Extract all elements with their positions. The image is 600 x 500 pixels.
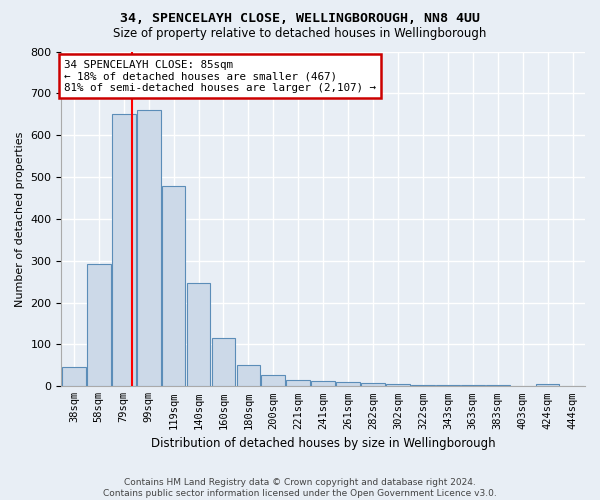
Bar <box>62 366 86 386</box>
Bar <box>236 364 260 386</box>
Bar <box>112 114 136 386</box>
Bar <box>536 384 559 386</box>
Bar <box>336 382 360 386</box>
Bar <box>212 338 235 386</box>
Bar <box>361 384 385 386</box>
Bar <box>187 282 211 387</box>
Bar <box>262 375 285 386</box>
Text: 34 SPENCELAYH CLOSE: 85sqm
← 18% of detached houses are smaller (467)
81% of sem: 34 SPENCELAYH CLOSE: 85sqm ← 18% of deta… <box>64 60 376 93</box>
Bar <box>411 384 435 386</box>
Y-axis label: Number of detached properties: Number of detached properties <box>15 131 25 306</box>
Bar <box>461 385 485 386</box>
Bar <box>436 385 460 386</box>
Text: Size of property relative to detached houses in Wellingborough: Size of property relative to detached ho… <box>113 28 487 40</box>
Bar <box>311 382 335 386</box>
Text: Contains HM Land Registry data © Crown copyright and database right 2024.
Contai: Contains HM Land Registry data © Crown c… <box>103 478 497 498</box>
Bar <box>137 110 161 386</box>
Text: 34, SPENCELAYH CLOSE, WELLINGBOROUGH, NN8 4UU: 34, SPENCELAYH CLOSE, WELLINGBOROUGH, NN… <box>120 12 480 26</box>
Bar <box>87 264 110 386</box>
Bar <box>386 384 410 386</box>
Bar <box>162 186 185 386</box>
X-axis label: Distribution of detached houses by size in Wellingborough: Distribution of detached houses by size … <box>151 437 496 450</box>
Bar <box>286 380 310 386</box>
